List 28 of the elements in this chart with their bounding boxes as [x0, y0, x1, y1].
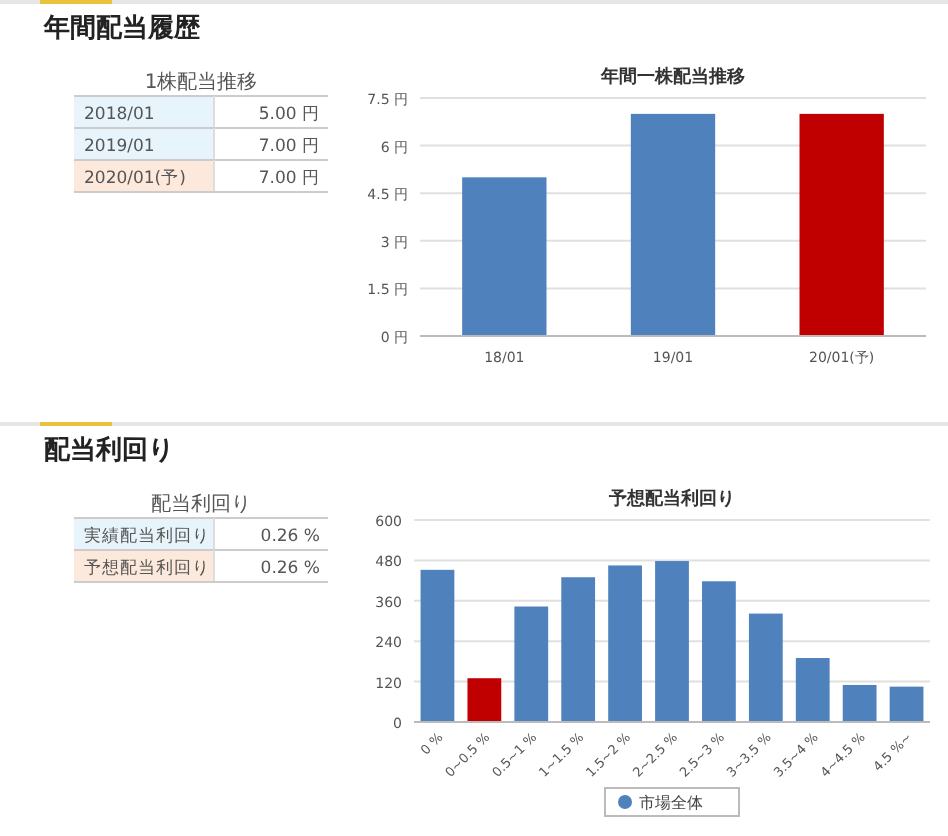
legend-label: 市場全体: [639, 794, 703, 812]
text: 2019/01: [84, 137, 155, 157]
bar: [748, 613, 783, 722]
bar: [795, 658, 830, 722]
chart-title: 年間一株配当推移: [599, 66, 745, 88]
text: 5.00 円: [258, 105, 320, 125]
bar: [561, 577, 596, 722]
text: 0.26 %: [260, 527, 320, 547]
bar: [608, 565, 642, 722]
text: 2018/01: [84, 105, 155, 125]
bar: [842, 684, 877, 722]
text: 年間配当履歴: [42, 14, 202, 44]
bar: [655, 561, 689, 722]
text: 配当利回り: [44, 434, 174, 466]
text: 1株配当推移: [144, 70, 258, 94]
bar: [514, 606, 549, 722]
chart-title: 予想配当利回り: [607, 488, 735, 510]
text: 7.00 円: [258, 169, 320, 189]
text: 実績配当利回り: [84, 525, 210, 547]
bar: [420, 569, 455, 722]
text: 0.26 %: [260, 559, 320, 579]
bar: [889, 686, 924, 722]
text: 7.00 円: [258, 137, 320, 157]
text: 2020/01(予): [84, 167, 186, 189]
text: 予想配当利回り: [84, 557, 210, 579]
text: 配当利回り: [151, 492, 251, 516]
bar: [467, 678, 502, 722]
bar: [702, 581, 736, 722]
